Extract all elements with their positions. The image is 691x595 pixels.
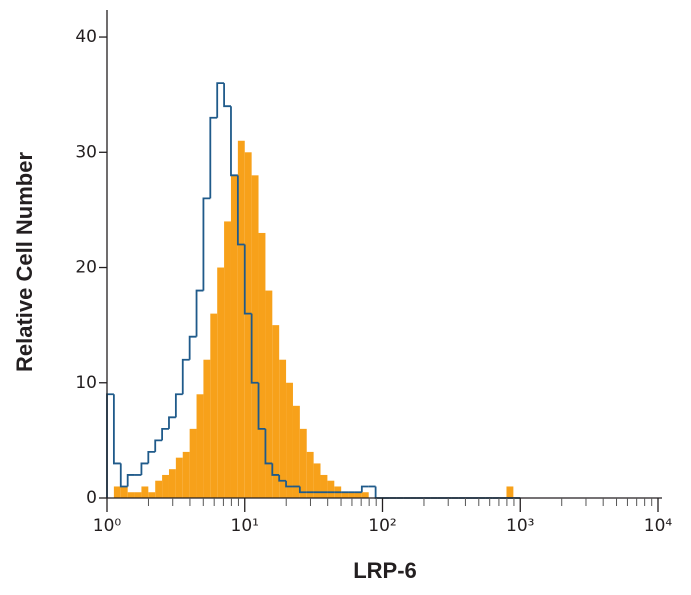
step: [119, 463, 128, 488]
bar: [327, 480, 335, 498]
x-axis-label: LRP-6: [353, 558, 417, 583]
step: [161, 427, 169, 441]
bar: [299, 428, 307, 498]
bar: [265, 290, 273, 498]
bar: [354, 492, 362, 498]
step: [147, 451, 156, 464]
step: [140, 462, 149, 475]
step: [278, 474, 287, 482]
bar: [168, 469, 176, 498]
step: [298, 486, 307, 494]
bar: [258, 232, 266, 498]
bar: [196, 394, 204, 498]
step: [243, 244, 252, 315]
bar: [341, 492, 349, 498]
step: [216, 82, 225, 118]
step: [126, 474, 135, 487]
bar: [506, 486, 514, 498]
y-tick-label: 0: [86, 488, 97, 508]
bar: [113, 486, 121, 498]
bar: [237, 140, 245, 498]
step: [230, 106, 238, 177]
bar: [134, 492, 142, 498]
bar: [244, 152, 252, 499]
bar: [120, 486, 128, 498]
series: [113, 140, 514, 499]
y-tick-label: 40: [75, 27, 97, 47]
step: [195, 289, 204, 337]
bar: [127, 492, 135, 498]
bar: [272, 325, 280, 498]
bar: [313, 463, 321, 498]
x-tick-label: 10²: [368, 516, 396, 536]
step: [223, 83, 231, 108]
bar: [306, 451, 314, 498]
bar: [148, 492, 156, 498]
bar: [251, 175, 259, 499]
y-tick-label: 30: [75, 142, 97, 162]
bar: [320, 474, 328, 498]
bar: [162, 474, 169, 498]
step: [154, 439, 163, 452]
bar: [361, 492, 369, 498]
step: [202, 197, 211, 291]
y-axis-label: Relative Cell Number: [12, 152, 37, 373]
step: [181, 358, 190, 395]
step: [360, 485, 369, 493]
bar: [217, 267, 225, 498]
step: [271, 463, 280, 476]
x-tick-label: 10³: [506, 516, 534, 536]
step: [285, 480, 293, 488]
bar: [292, 405, 300, 498]
step: [112, 394, 121, 465]
bar: [224, 221, 231, 498]
step: [264, 428, 273, 465]
bar: [189, 428, 197, 498]
bar: [203, 359, 211, 498]
bar: [210, 313, 218, 498]
bar: [141, 486, 149, 498]
step: [188, 335, 197, 360]
y-tick-label: 10: [75, 373, 97, 393]
bar: [348, 492, 355, 498]
step: [209, 116, 218, 199]
x-tick-label: 10⁴: [644, 516, 673, 536]
step: [236, 175, 245, 246]
x-tick-label: 10⁰: [93, 516, 122, 536]
bar: [155, 480, 163, 498]
x-tick-label: 10¹: [231, 516, 259, 536]
series: [106, 82, 521, 499]
bar: [286, 382, 293, 498]
plot-area: [106, 82, 521, 499]
step: [106, 393, 114, 498]
y-tick-label: 20: [75, 258, 97, 278]
step: [374, 486, 383, 499]
step: [174, 393, 183, 418]
step: [168, 416, 176, 429]
bar: [279, 359, 287, 498]
bar: [230, 175, 238, 499]
step: [250, 313, 259, 384]
bar: [182, 451, 190, 498]
step: [257, 382, 266, 430]
bar: [175, 457, 183, 498]
